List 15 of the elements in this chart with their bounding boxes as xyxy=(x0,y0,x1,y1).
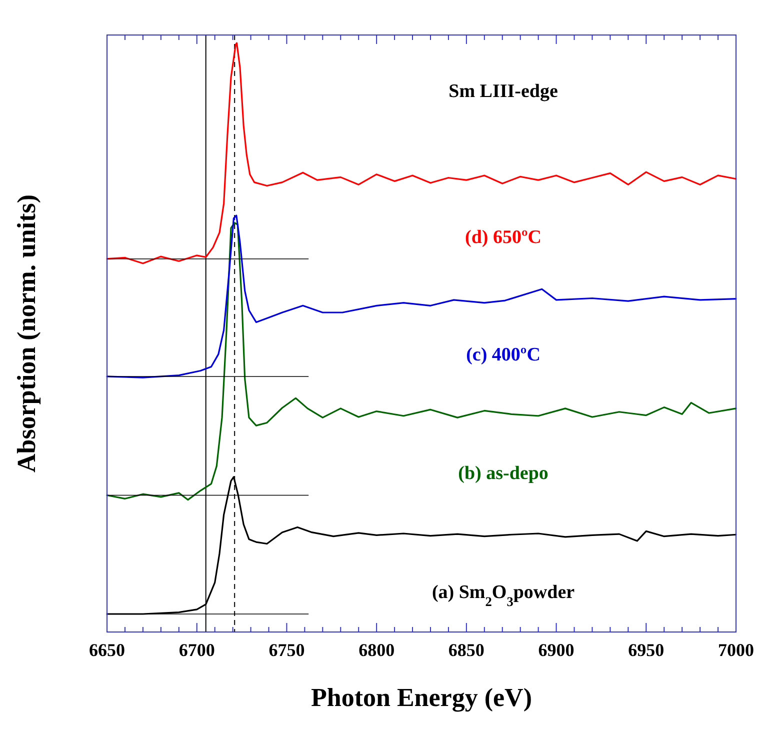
text: (a) Sm$_{2}$O$_{3}$powder xyxy=(432,582,576,608)
x-axis-title: Photon Energy (eV) xyxy=(311,683,532,712)
y-axis-title: Absorption (norm. units) xyxy=(12,194,41,473)
x-tick-label: 6900 xyxy=(538,640,574,660)
x-tick-label: 6700 xyxy=(178,640,215,660)
annotation: Sm LIII-edge xyxy=(448,81,558,102)
x-tick-label: 6850 xyxy=(448,640,484,660)
x-tick-label: 6750 xyxy=(268,640,305,660)
x-tick-label: 7000 xyxy=(718,640,754,660)
text: (b) as-depo xyxy=(458,463,548,484)
x-tick-label: 6950 xyxy=(628,640,664,660)
text: (c) 400ºC xyxy=(466,344,540,366)
x-tick-label: 6650 xyxy=(89,640,125,660)
x-tick-label: 6800 xyxy=(358,640,395,660)
text: (d) 650ºC xyxy=(465,226,542,248)
